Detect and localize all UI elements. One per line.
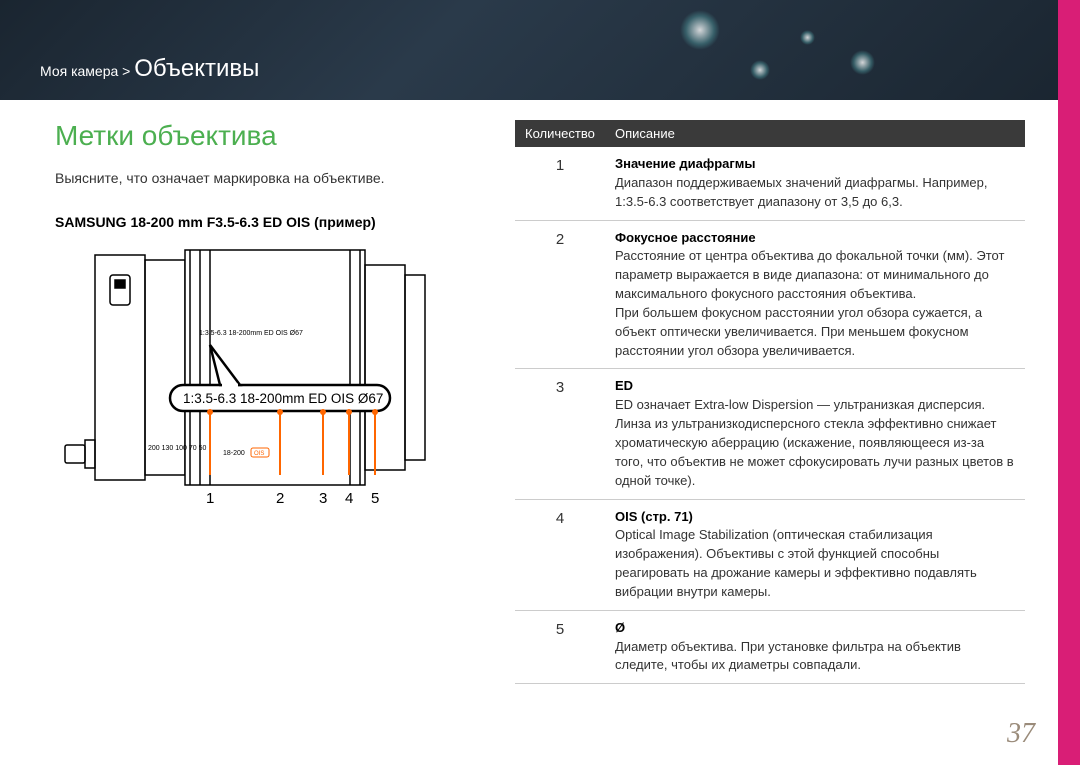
row-desc: Фокусное расстояниеРасстояние от центра … [605, 220, 1025, 369]
table-row: 5 ØДиаметр объектива. При установке филь… [515, 610, 1025, 684]
lens-body-marking: 1:3.5-6.3 18-200mm ED OIS Ø67 [199, 330, 303, 337]
svg-text:1: 1 [206, 490, 214, 507]
row-number: 1 [515, 147, 605, 220]
decoration-sparkle [800, 30, 815, 45]
breadcrumb-prefix: Моя камера > [40, 63, 130, 79]
table-body: 1 Значение диафрагмыДиапазон поддерживае… [515, 147, 1025, 684]
page-accent-sidebar [1058, 0, 1080, 765]
svg-text:4: 4 [345, 490, 353, 507]
table-row: 4 OIS (стр. 71)Optical Image Stabilizati… [515, 499, 1025, 610]
row-desc: OIS (стр. 71)Optical Image Stabilization… [605, 499, 1025, 610]
table-row: 2 Фокусное расстояниеРасстояние от центр… [515, 220, 1025, 369]
example-title: SAMSUNG 18-200 mm F3.5-6.3 ED OIS (приме… [55, 214, 475, 230]
row-desc: EDED означает Extra-low Dispersion — уль… [605, 369, 1025, 499]
table-row: 3 EDED означает Extra-low Dispersion — у… [515, 369, 1025, 499]
breadcrumb-current: Объективы [134, 55, 259, 82]
decoration-sparkle [680, 10, 720, 50]
svg-text:3: 3 [319, 490, 327, 507]
decoration-sparkle [850, 50, 875, 75]
row-number: 4 [515, 499, 605, 610]
page-title: Метки объектива [55, 120, 475, 152]
left-column: Метки объектива Выясните, что означает м… [55, 120, 475, 735]
svg-text:5: 5 [371, 490, 379, 507]
content-area: Метки объектива Выясните, что означает м… [55, 120, 1025, 735]
table-header-desc: Описание [605, 120, 1025, 147]
decoration-sparkle [750, 60, 770, 80]
breadcrumb: Моя камера > Объективы [40, 55, 259, 83]
table-header-qty: Количество [515, 120, 605, 147]
row-number: 2 [515, 220, 605, 369]
svg-text:OIS: OIS [254, 451, 264, 457]
svg-text:18-200: 18-200 [223, 450, 245, 457]
svg-text:200 130 100 70 50: 200 130 100 70 50 [148, 445, 206, 452]
row-desc: Значение диафрагмыДиапазон поддерживаемы… [605, 147, 1025, 220]
table-row: 1 Значение диафрагмыДиапазон поддерживае… [515, 147, 1025, 220]
row-number: 5 [515, 610, 605, 684]
row-desc: ØДиаметр объектива. При установке фильтр… [605, 610, 1025, 684]
right-column: Количество Описание 1 Значение диафрагмы… [515, 120, 1025, 735]
lens-diagram: 1:3.5-6.3 18-200mm ED OIS Ø67 200 130 10… [55, 245, 445, 520]
svg-text:2: 2 [276, 490, 284, 507]
markings-table: Количество Описание 1 Значение диафрагмы… [515, 120, 1025, 684]
page-number: 37 [1007, 718, 1035, 750]
page-subtitle: Выясните, что означает маркировка на объ… [55, 170, 475, 186]
svg-text:1:3.5-6.3 18-200mm ED OIS Ø67: 1:3.5-6.3 18-200mm ED OIS Ø67 [183, 391, 383, 406]
row-number: 3 [515, 369, 605, 499]
header-background [0, 0, 1080, 100]
